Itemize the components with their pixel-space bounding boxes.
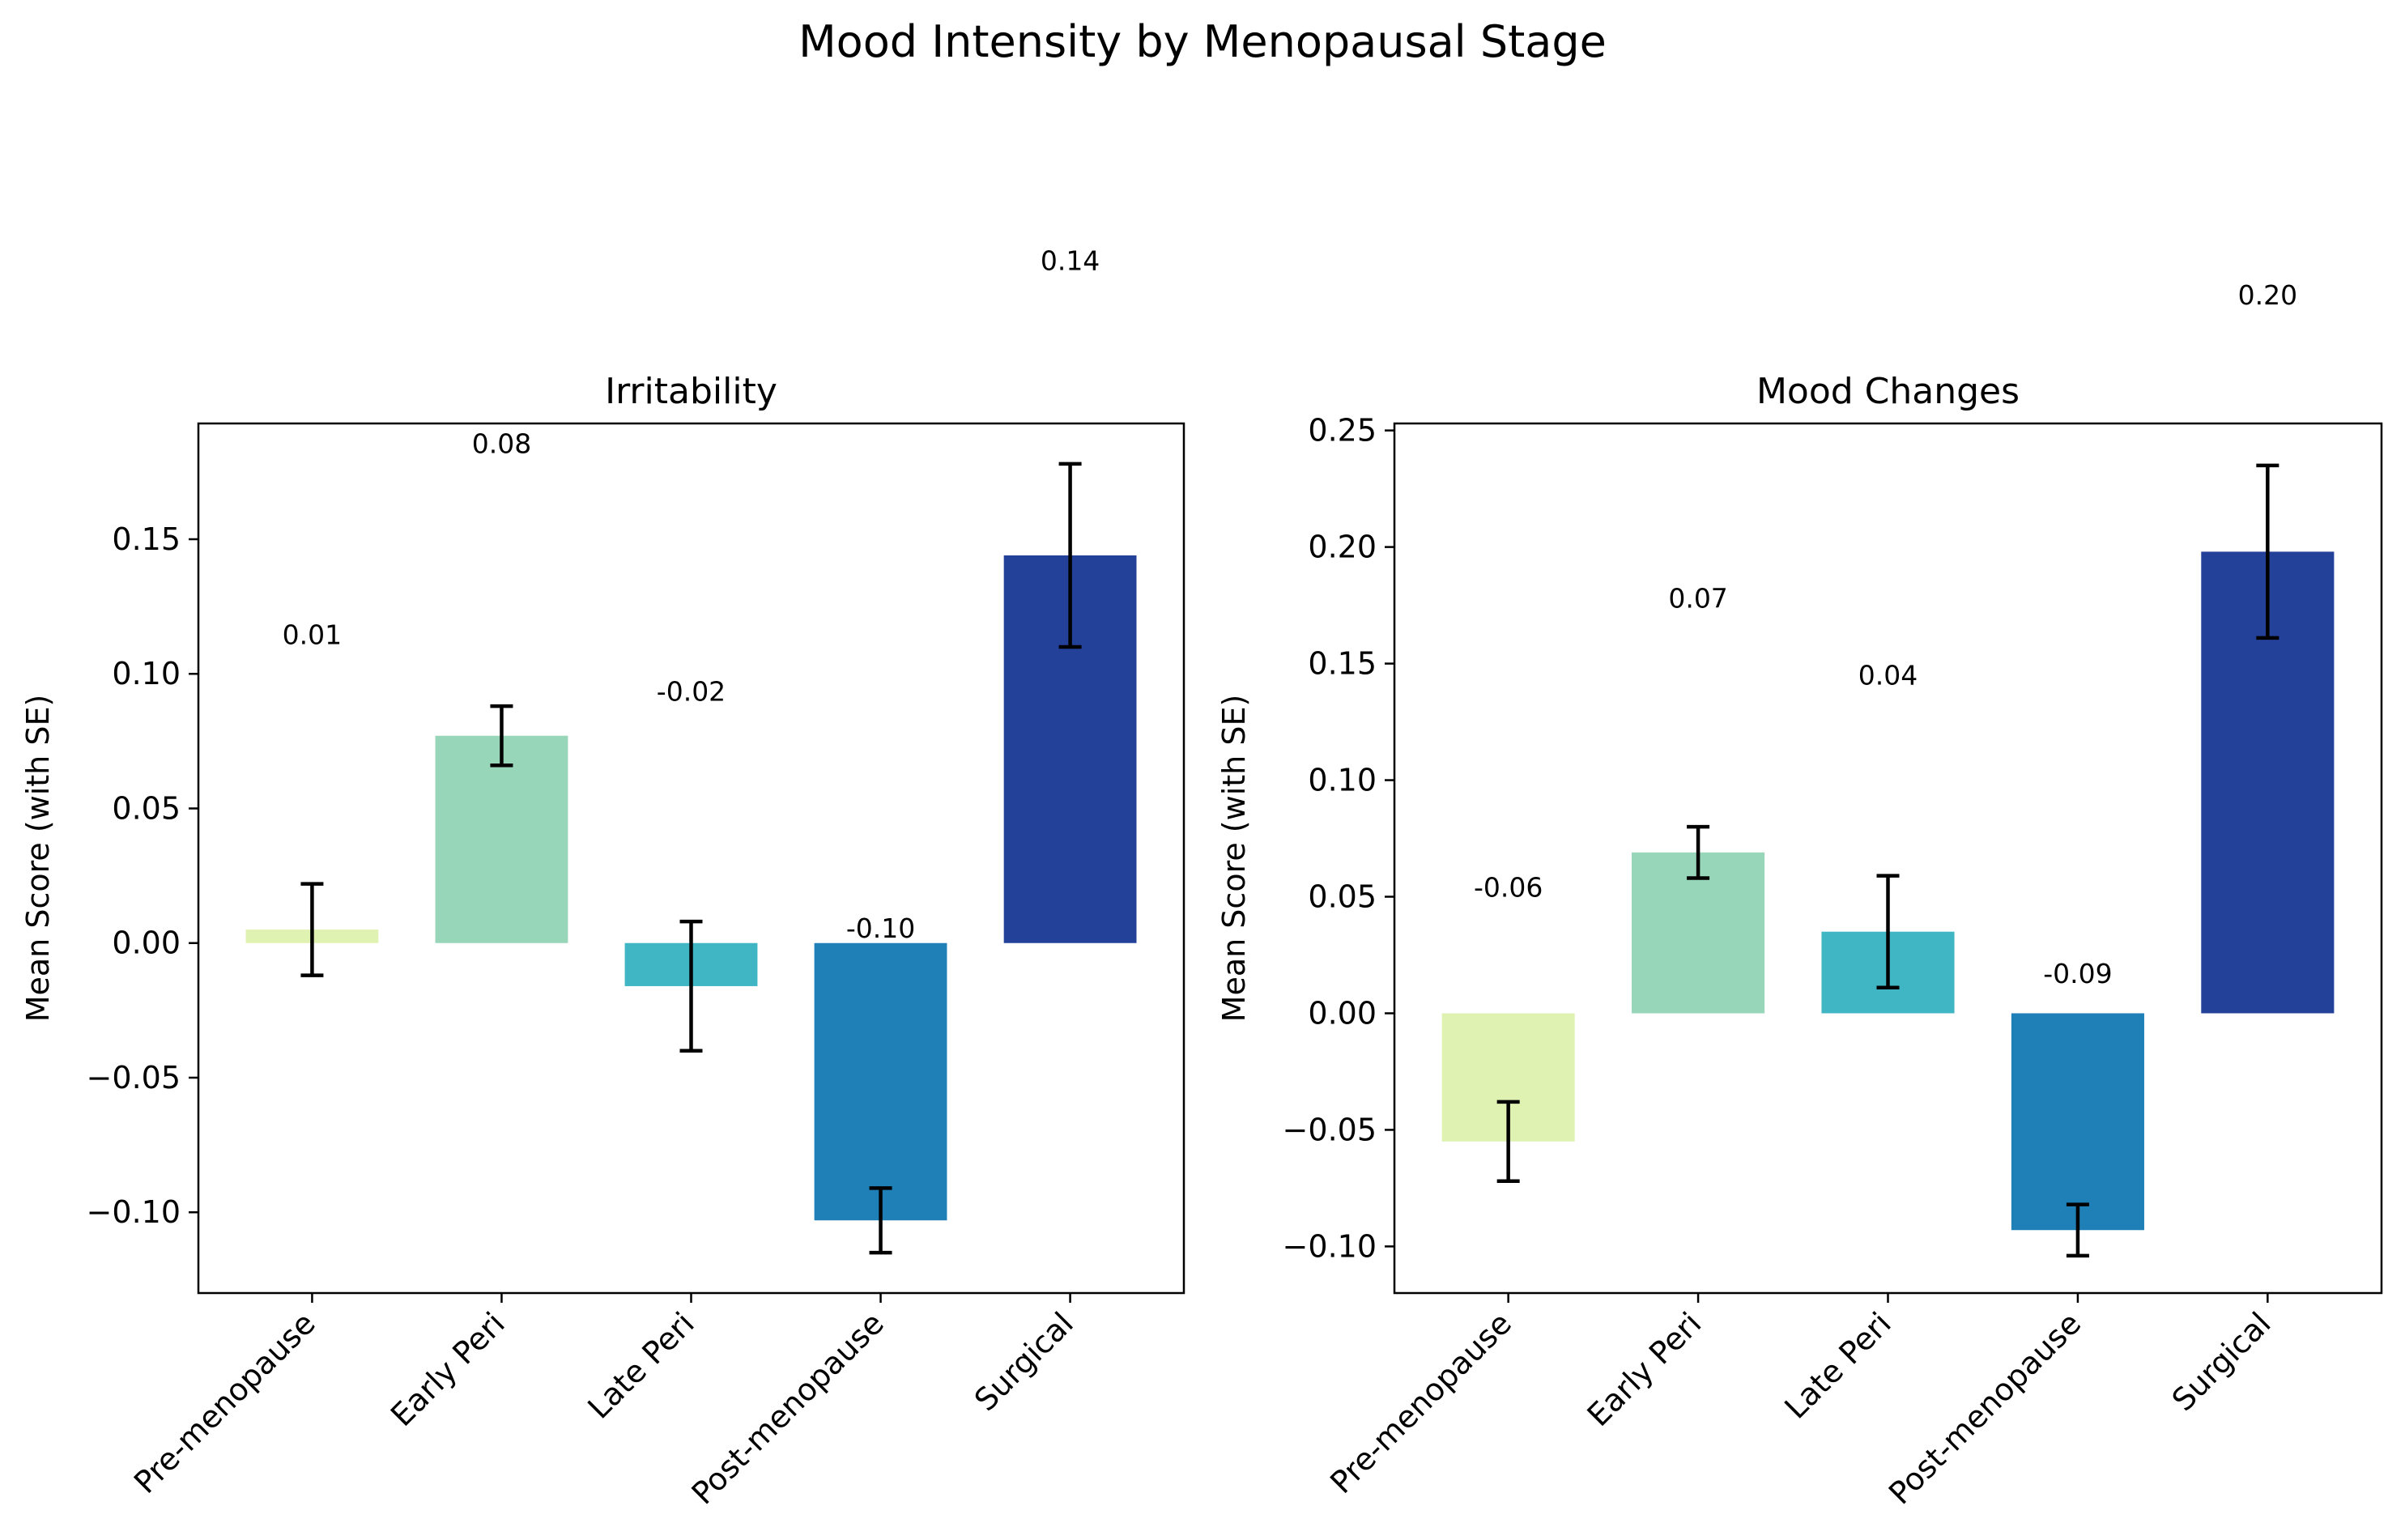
y-tick-label: 0.00	[112, 925, 181, 961]
y-tick-label: 0.10	[1308, 763, 1377, 798]
y-tick-label: −0.05	[1283, 1112, 1377, 1147]
bar-4	[2011, 1013, 2144, 1231]
y-axis-label: Mean Score (with SE)	[20, 695, 56, 1023]
subplot-title: Mood Changes	[1756, 371, 2020, 412]
error-bar-4	[869, 1186, 892, 1255]
data-label-1: 0.01	[283, 619, 342, 651]
x-tick-label: Early Peri	[1581, 1305, 1709, 1433]
data-label-3: 0.04	[1858, 659, 1918, 691]
bar-2	[435, 735, 568, 943]
figure-title: Mood Intensity by Menopausal Stage	[798, 16, 1607, 67]
data-label-1: -0.06	[1474, 872, 1543, 904]
error-bar-2	[490, 704, 513, 768]
error-bar-1	[1496, 1100, 1520, 1184]
x-tick-label: Surgical	[968, 1305, 1080, 1418]
x-tick-label: Late Peri	[1777, 1305, 1897, 1425]
data-label-5: 0.20	[2238, 279, 2297, 311]
subplot-title: Irritability	[605, 371, 777, 412]
chart-mood-changes: −0.10 −0.05 0.00 0.05 0.10 0.15 0.20 0.25 Pre-me…	[1216, 279, 2383, 1512]
bar-4	[814, 942, 947, 1221]
data-label-2: 0.08	[472, 428, 531, 460]
error-bar-3	[1876, 874, 1900, 990]
x-tick-label: Post-menopause	[1882, 1305, 2088, 1511]
y-tick-label: 0.10	[112, 656, 181, 691]
y-tick-label: −0.10	[87, 1194, 181, 1230]
error-bar-4	[2066, 1202, 2089, 1258]
error-bar-1	[300, 882, 324, 977]
error-bar-2	[1687, 824, 1710, 880]
x-tick-label: Late Peri	[581, 1305, 700, 1425]
y-tick-label: −0.05	[87, 1060, 181, 1095]
x-tick-label: Pre-menopause	[1323, 1305, 1518, 1500]
data-label-4: -0.09	[2043, 958, 2112, 989]
x-tick-label: Early Peri	[384, 1305, 512, 1433]
x-tick-label: Surgical	[2165, 1305, 2278, 1418]
error-bar-5	[2256, 463, 2279, 640]
x-tick-label: Post-menopause	[685, 1305, 891, 1511]
y-tick-label: −0.10	[1283, 1228, 1377, 1264]
error-bar-5	[1058, 462, 1082, 649]
y-axis-label: Mean Score (with SE)	[1216, 695, 1252, 1023]
data-label-4: -0.10	[846, 913, 915, 944]
y-tick-label: 0.20	[1308, 530, 1377, 565]
error-bar-3	[679, 919, 703, 1053]
y-tick-label: 0.25	[1308, 413, 1377, 449]
y-tick-label: 0.05	[112, 790, 181, 826]
y-tick-label: 0.05	[1308, 879, 1377, 915]
data-label-5: 0.14	[1041, 245, 1100, 276]
x-tick-label: Pre-menopause	[127, 1305, 322, 1500]
y-tick-label: 0.00	[1308, 995, 1377, 1031]
data-label-3: -0.02	[657, 675, 726, 707]
data-label-2: 0.07	[1668, 582, 1727, 614]
chart-irritability: −0.10 −0.05 0.00 0.05 0.10 0.15 Pre-menopause E…	[20, 245, 1185, 1512]
y-tick-label: 0.15	[1308, 646, 1377, 682]
y-tick-label: 0.15	[112, 521, 181, 557]
